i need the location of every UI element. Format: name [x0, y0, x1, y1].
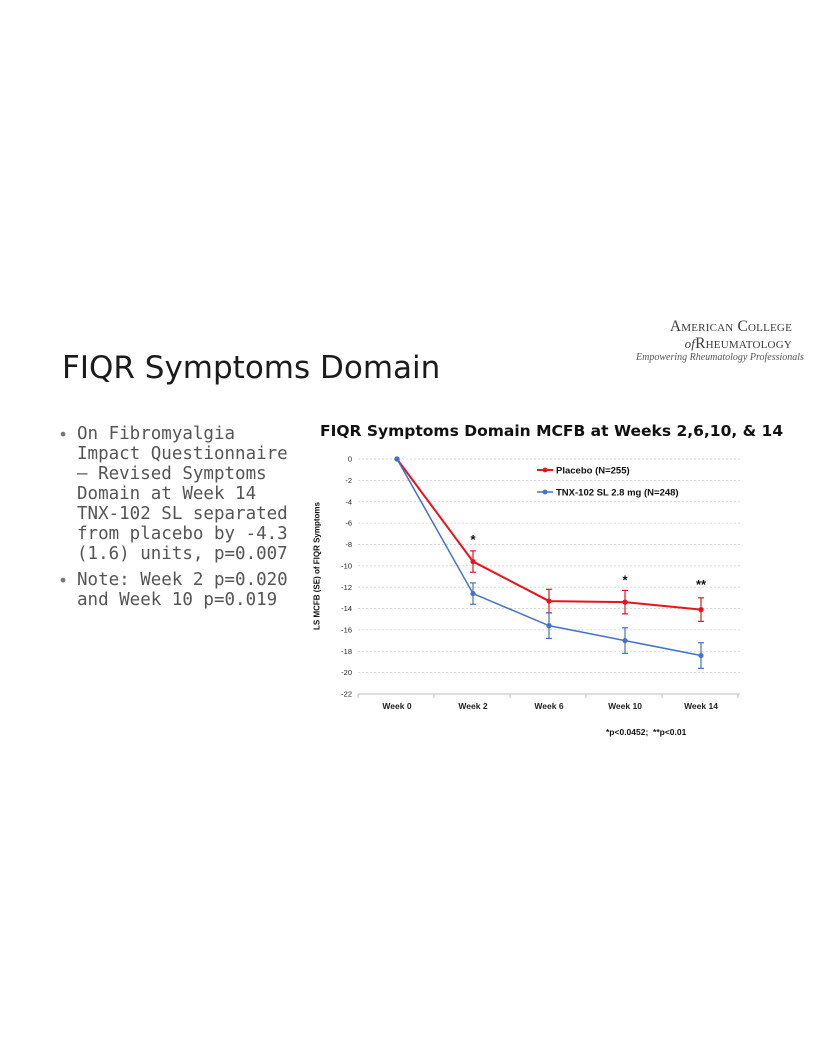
bullet-list: • On Fibromyalgia Impact Questionnaire – … — [60, 424, 300, 616]
logo-line-2: ofRheumatology — [636, 335, 792, 352]
data-point — [698, 607, 704, 613]
acr-logo: American College ofRheumatology Empoweri… — [636, 318, 804, 364]
y-tick-label: -18 — [341, 647, 352, 656]
logo-line-1: American College — [669, 318, 792, 335]
x-tick-label: Week 6 — [534, 701, 563, 711]
bullet-text: Note: Week 2 p=0.020 and Week 10 p=0.019 — [77, 570, 288, 610]
y-tick-label: -4 — [345, 497, 352, 506]
x-tick-label: Week 10 — [608, 701, 642, 711]
data-point — [622, 637, 628, 644]
significance-marker: ** — [696, 577, 707, 592]
y-tick-label: -6 — [345, 519, 352, 528]
legend-marker — [542, 489, 548, 495]
y-tick-label: -12 — [341, 583, 352, 592]
bullet-text: On Fibromyalgia Impact Questionnaire – R… — [77, 424, 288, 564]
y-tick-label: -20 — [341, 668, 352, 677]
data-point — [470, 558, 476, 565]
logo-rheumatology: Rheumatology — [695, 335, 792, 352]
chart-title: FIQR Symptoms Domain MCFB at Weeks 2,6,1… — [320, 422, 784, 440]
x-tick-label: Week 2 — [458, 701, 487, 711]
bullet-dot: • — [60, 570, 67, 590]
significance-marker: * — [470, 532, 476, 547]
bullet-item: • On Fibromyalgia Impact Questionnaire – … — [60, 424, 300, 564]
chart-footnote: *p<0.0452; **p<0.01 — [606, 727, 687, 737]
y-tick-label: -22 — [341, 690, 352, 699]
data-point — [698, 652, 704, 659]
bullet-item: • Note: Week 2 p=0.020 and Week 10 p=0.01… — [60, 570, 300, 610]
slide-title: FIQR Symptoms Domain — [62, 350, 441, 386]
logo-tagline: Empowering Rheumatology Professionals — [636, 352, 804, 363]
bullet-dot: • — [60, 424, 67, 444]
x-tick-label: Week 0 — [382, 701, 411, 711]
data-point — [622, 599, 628, 605]
significance-marker: * — [622, 573, 628, 588]
y-tick-label: -16 — [341, 626, 352, 635]
y-tick-label: -2 — [345, 476, 352, 485]
legend-label: TNX-102 SL 2.8 mg (N=248) — [556, 487, 679, 498]
data-point — [394, 456, 400, 462]
y-tick-label: -14 — [341, 604, 352, 613]
y-tick-label: 0 — [348, 455, 352, 464]
data-point — [546, 623, 552, 629]
y-tick-label: -10 — [341, 561, 352, 570]
logo-of: of — [684, 336, 696, 351]
x-tick-label: Week 14 — [684, 701, 718, 711]
data-point — [470, 590, 476, 597]
y-tick-label: -8 — [345, 540, 352, 549]
data-point — [546, 598, 552, 604]
chart-plot: 0 -2 -4 -6 -8 -10 -12 -14 -16 -18 -20 -22 Week 0 Week… — [341, 455, 740, 711]
legend-marker — [542, 467, 548, 473]
y-axis-label: LS MCFB (SE) of FIQR Symptoms — [312, 502, 322, 630]
legend-label: Placebo (N=255) — [556, 465, 630, 476]
